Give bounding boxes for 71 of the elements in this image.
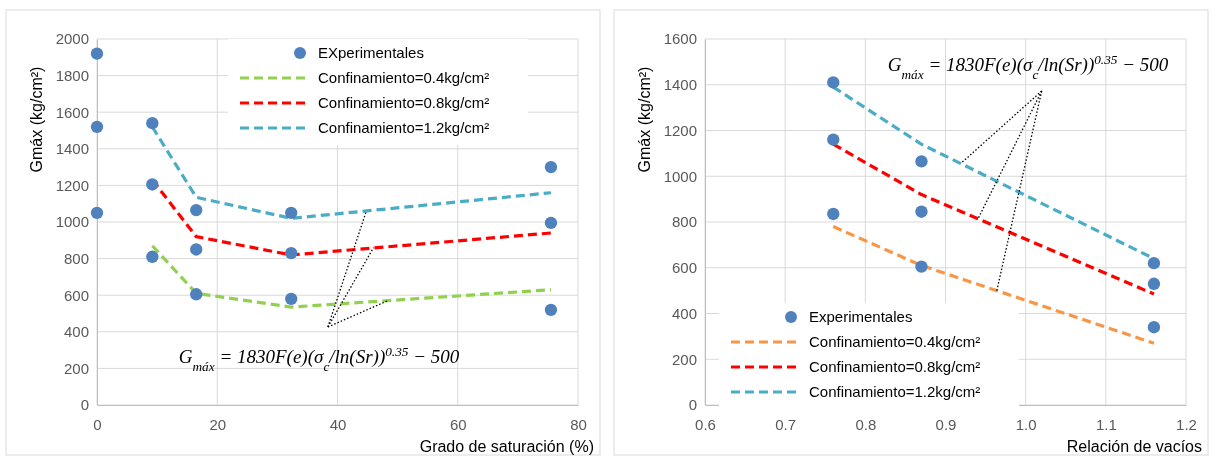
x-tick-label: 20 xyxy=(209,415,227,433)
y-axis-title: Gmáx (kg/cm²) xyxy=(28,66,45,173)
y-tick-label: 800 xyxy=(63,249,89,267)
x-tick-label: 1.2 xyxy=(1176,415,1197,433)
y-tick-label: 1000 xyxy=(55,213,89,231)
y-tick-label: 1400 xyxy=(55,140,89,158)
y-tick-label: 600 xyxy=(671,259,697,277)
point xyxy=(1147,257,1161,270)
point xyxy=(544,160,558,174)
x-tick-label: 0.6 xyxy=(695,415,716,433)
x-tick-label: 0.9 xyxy=(935,415,957,433)
point xyxy=(90,120,104,134)
y-tick-label: 800 xyxy=(671,213,697,231)
point xyxy=(915,260,928,273)
line-series xyxy=(150,244,553,309)
point xyxy=(285,246,298,260)
point xyxy=(146,178,159,191)
y-tick-label: 1400 xyxy=(663,76,697,94)
y-tick-label: 0 xyxy=(80,396,89,414)
legend-label: Confinamiento=0.8kg/cm² xyxy=(318,94,490,111)
point xyxy=(285,292,298,306)
point xyxy=(827,76,840,89)
point xyxy=(146,117,159,130)
y-axis-title: Gmáx (kg/cm²) xyxy=(636,66,653,173)
x-tick-label: 1.0 xyxy=(1015,415,1037,433)
point xyxy=(827,133,840,146)
x-axis-title: Relación de vacíos xyxy=(1066,438,1202,455)
point xyxy=(827,207,840,221)
point xyxy=(190,203,203,217)
legend-label: EXperimentales xyxy=(318,44,424,61)
y-tick-label: 1200 xyxy=(663,121,697,139)
point xyxy=(1147,321,1161,334)
point xyxy=(146,250,159,263)
x-tick-label: 0 xyxy=(93,415,102,433)
x-tick-label: 60 xyxy=(449,415,467,433)
y-tick-label: 2000 xyxy=(55,30,89,48)
y-tick-label: 1200 xyxy=(55,176,89,194)
y-tick-label: 1600 xyxy=(55,103,89,121)
x-tick-label: 80 xyxy=(570,415,587,433)
point xyxy=(915,205,928,218)
y-tick-label: 400 xyxy=(671,304,697,322)
legend-label: Confinamiento=1.2kg/cm² xyxy=(318,119,490,136)
x-tick-label: 1.1 xyxy=(1095,415,1117,433)
legend-label: Confinamiento=1.2kg/cm² xyxy=(809,383,981,400)
point xyxy=(90,206,104,220)
x-axis-title: Grado de saturación (%) xyxy=(419,438,594,455)
legend-label: Confinamiento=0.4kg/cm² xyxy=(809,333,981,350)
point xyxy=(915,155,928,168)
legend-label: Experimentales xyxy=(809,308,913,325)
y-tick-label: 1000 xyxy=(663,167,697,185)
point xyxy=(1147,277,1161,290)
y-tick-label: 1600 xyxy=(663,30,697,48)
y-tick-label: 1800 xyxy=(55,66,89,84)
legend-label: Confinamiento=0.8kg/cm² xyxy=(809,358,981,375)
x-tick-label: 40 xyxy=(329,415,347,433)
annotation: G$_{máx}$ = 1830F(e)(σ$_{c}$/ln(Sr))$^{0.35}$ − 500 xyxy=(178,343,460,374)
x-tick-label: 0.7 xyxy=(775,415,797,433)
point xyxy=(544,303,558,317)
annotation: G$_{máx}$ = 1830F(e)(σ$_{c}$/ln(Sr))$^{0.35}$ − 500 xyxy=(887,51,1169,82)
point xyxy=(285,206,298,220)
point xyxy=(190,288,203,301)
point xyxy=(90,47,104,60)
x-tick-label: 0.8 xyxy=(855,415,877,433)
y-tick-label: 200 xyxy=(671,350,697,368)
y-tick-label: 400 xyxy=(63,323,89,341)
y-tick-label: 200 xyxy=(63,359,89,377)
point xyxy=(544,216,558,230)
legend-label: Confinamiento=0.4kg/cm² xyxy=(318,69,490,86)
y-tick-label: 600 xyxy=(63,286,89,304)
y-tick-label: 0 xyxy=(688,396,697,414)
point xyxy=(190,243,203,256)
